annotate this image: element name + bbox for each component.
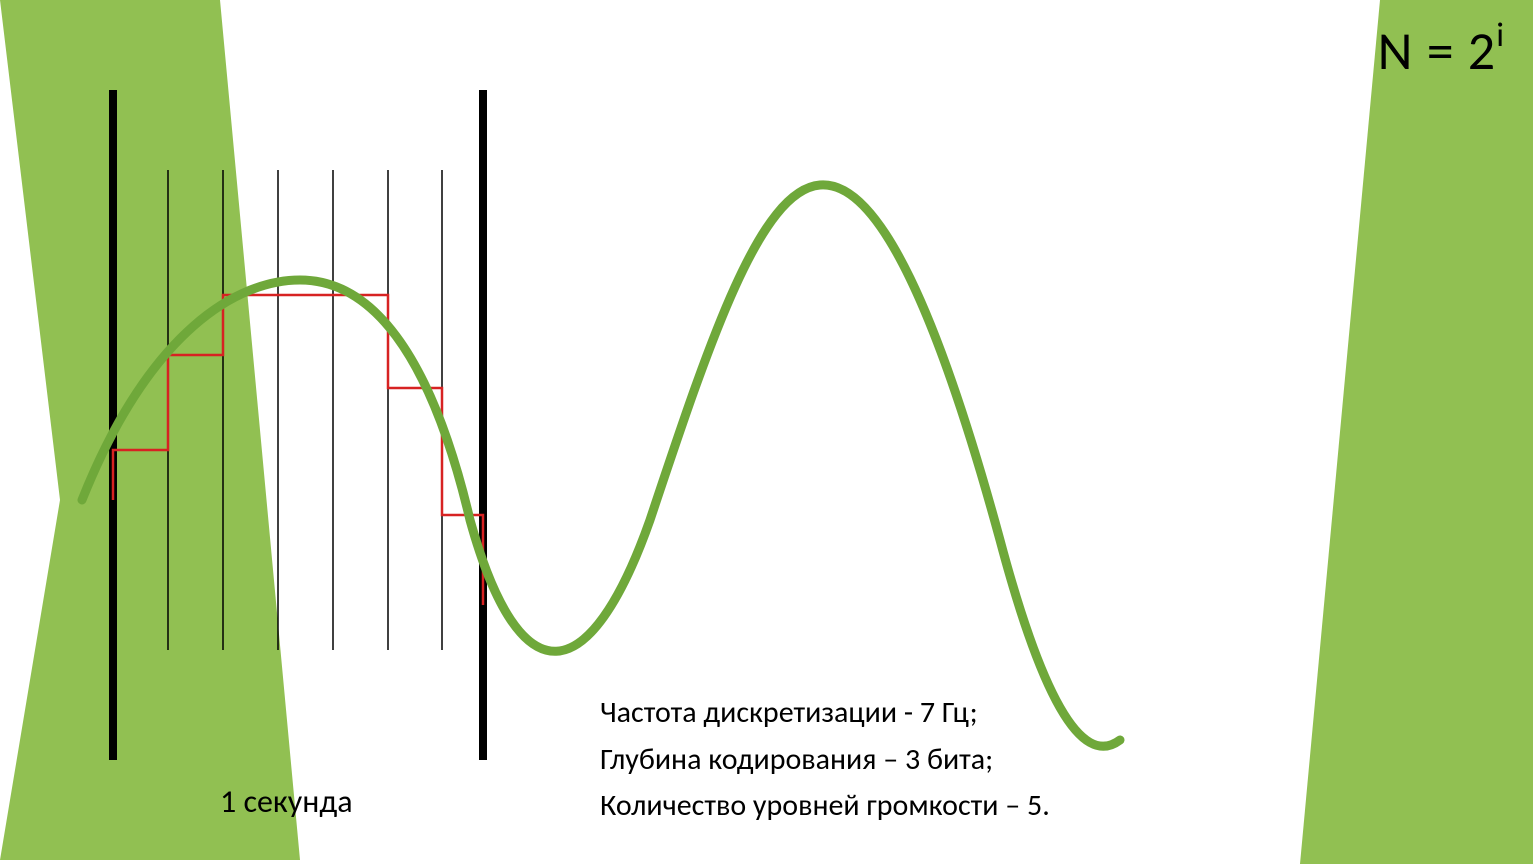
- analog-wave: [82, 185, 1120, 746]
- formula-exponent: i: [1496, 15, 1505, 56]
- slide-stage: N = 2i 1 секунда Частота дискретизации -…: [0, 0, 1533, 864]
- levels-formula: N = 2i: [1378, 18, 1505, 84]
- desc-line-2: Глубина кодирования – 3 бита;: [600, 737, 1050, 784]
- parameters-description: Частота дискретизации - 7 Гц; Глубина ко…: [600, 690, 1050, 830]
- time-axis-label: 1 секунда: [220, 782, 353, 821]
- desc-line-1: Частота дискретизации - 7 Гц;: [600, 690, 1050, 737]
- formula-base: N = 2: [1378, 18, 1497, 84]
- desc-line-3: Количество уровней громкости – 5.: [600, 783, 1050, 830]
